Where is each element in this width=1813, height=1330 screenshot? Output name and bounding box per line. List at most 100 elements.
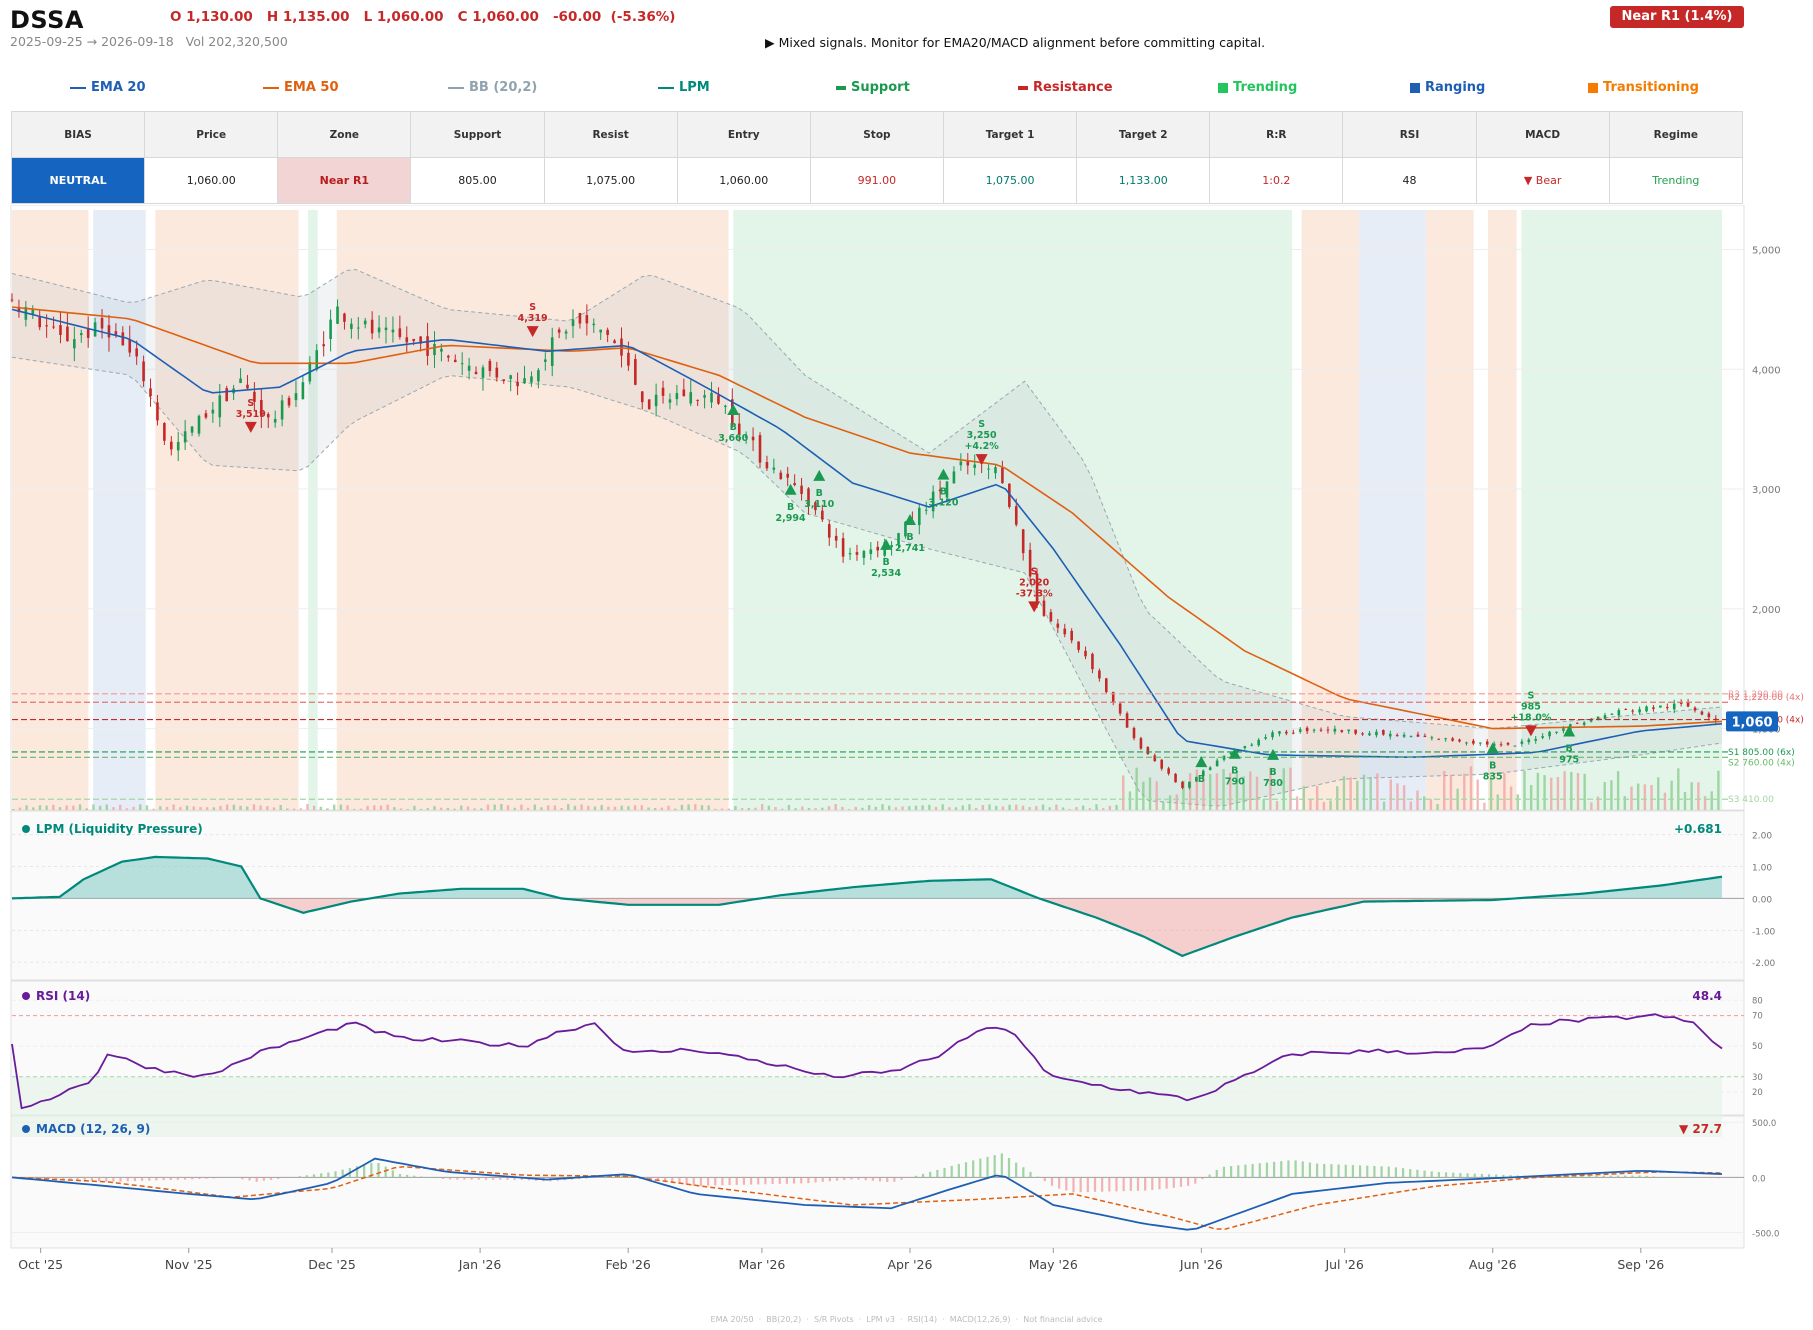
legend-resistance-label: Resistance: [1033, 80, 1113, 95]
macd-hist-bar: [1602, 1175, 1605, 1178]
volume-bar: [767, 805, 771, 810]
candle-body: [1167, 768, 1170, 774]
macd-hist-bar: [1559, 1175, 1562, 1178]
volume-bar: [353, 808, 356, 810]
candle-body: [1132, 727, 1136, 739]
macd-hist-bar: [1473, 1173, 1476, 1178]
stats-value-price: 1,060.00: [144, 157, 279, 204]
buy-signal-marker: [880, 538, 893, 550]
macd-hist-bar: [112, 1177, 115, 1182]
volume-bar: [714, 808, 717, 810]
macd-hist-bar: [191, 1177, 194, 1180]
candle-body: [100, 318, 104, 329]
volume-bar: [239, 805, 242, 810]
legend-transitioning[interactable]: Transitioning: [1588, 80, 1699, 95]
legend-ema20[interactable]: EMA 20: [70, 80, 146, 95]
legend-bb[interactable]: BB (20,2): [448, 80, 537, 95]
volume-bar: [1095, 804, 1098, 810]
sell-signal-label: 3,250: [967, 430, 997, 441]
macd-hist-bar: [1595, 1175, 1598, 1178]
macd-hist-bar: [1201, 1177, 1204, 1180]
macd-hist-bar: [1308, 1162, 1312, 1178]
legend-lpm[interactable]: LPM: [658, 80, 710, 95]
candle-body: [1070, 630, 1073, 641]
macd-hist-bar: [671, 1177, 674, 1183]
volume-bar: [1396, 783, 1399, 810]
candle-body: [10, 299, 14, 301]
macd-hist-bar: [764, 1177, 767, 1185]
volume-bar: [533, 804, 536, 810]
buy-signal-marker: [1228, 747, 1241, 759]
macd-hist-bar: [334, 1171, 337, 1178]
macd-hist-bar: [40, 1177, 43, 1179]
volume-bar: [299, 808, 302, 810]
legend-support[interactable]: Support: [836, 80, 910, 95]
candle-body: [114, 331, 118, 335]
macd-hist-bar: [162, 1177, 165, 1181]
volume-bar: [1222, 769, 1225, 810]
volume-bar: [65, 805, 68, 810]
macd-hist-bar: [1545, 1176, 1548, 1178]
sell-signal-label: +4.2%: [964, 441, 999, 452]
volume-bar: [526, 807, 530, 810]
volume-bar: [607, 806, 610, 810]
macd-hist-bar: [1394, 1167, 1398, 1178]
candle-body: [654, 394, 658, 407]
macd-hist-bar: [441, 1177, 445, 1179]
legend-transitioning-label: Transitioning: [1603, 80, 1699, 95]
candle-body: [447, 355, 450, 358]
candle-body: [793, 483, 796, 486]
legend-ranging[interactable]: Ranging: [1410, 80, 1485, 95]
macd-hist-bar: [1452, 1172, 1455, 1178]
candle-body: [79, 333, 83, 336]
macd-hist-bar: [305, 1175, 308, 1178]
macd-hist-bar: [621, 1175, 624, 1178]
macd-hist-bar: [714, 1177, 717, 1186]
volume-bar: [1162, 802, 1165, 810]
stats-header-rr: R:R: [1209, 111, 1344, 158]
legend-ema50[interactable]: EMA 50: [263, 80, 339, 95]
volume-bar: [98, 805, 102, 810]
volume-bar: [58, 807, 62, 810]
candle-body: [356, 327, 360, 329]
candle-body: [758, 435, 762, 463]
legend-trending[interactable]: Trending: [1218, 80, 1297, 95]
lpm-tick-label: -1.00: [1752, 927, 1776, 937]
level-label: R2 1,220.00 (4x): [1728, 693, 1804, 703]
buy-signal-label: B: [730, 422, 737, 433]
volume-bar: [439, 807, 443, 810]
candle-body: [1485, 741, 1489, 745]
macd-hist-bar: [420, 1176, 423, 1178]
macd-hist-bar: [1495, 1174, 1498, 1178]
candle-body: [807, 488, 810, 507]
volume-bar: [1108, 805, 1112, 810]
candle-body: [1035, 573, 1039, 605]
volume-bar: [1182, 780, 1185, 810]
volume-bar: [1590, 802, 1593, 810]
macd-hist-bar: [1065, 1177, 1068, 1191]
volume-bar: [1215, 773, 1219, 810]
volume-bar: [32, 807, 35, 810]
buy-signal-marker: [1267, 748, 1280, 760]
volume-bar: [760, 804, 764, 810]
macd-hist-bar: [327, 1172, 330, 1178]
volume-bar: [1529, 785, 1533, 810]
legend-resistance[interactable]: Resistance: [1018, 80, 1113, 95]
candle-body: [1292, 732, 1295, 734]
candle-body: [1430, 737, 1434, 739]
rsi-tick-label: 30: [1752, 1073, 1763, 1083]
macd-hist-bar: [320, 1173, 323, 1178]
volume-bar: [1102, 808, 1105, 810]
lpm-last-value: +0.681: [1674, 822, 1722, 836]
candle-body: [1084, 650, 1087, 657]
macd-hist-bar: [599, 1177, 602, 1178]
macd-hist-bar: [1710, 1177, 1713, 1179]
volume-bar: [1175, 794, 1178, 810]
x-tick-label: Sep '26: [1617, 1257, 1664, 1272]
volume-bar: [847, 808, 851, 810]
macd-hist-bar: [1409, 1168, 1412, 1178]
volume-bar: [1255, 776, 1259, 810]
buy-signal-label: 835: [1483, 771, 1503, 782]
macd-hist-bar: [355, 1166, 359, 1178]
volume-bar: [1703, 796, 1707, 810]
